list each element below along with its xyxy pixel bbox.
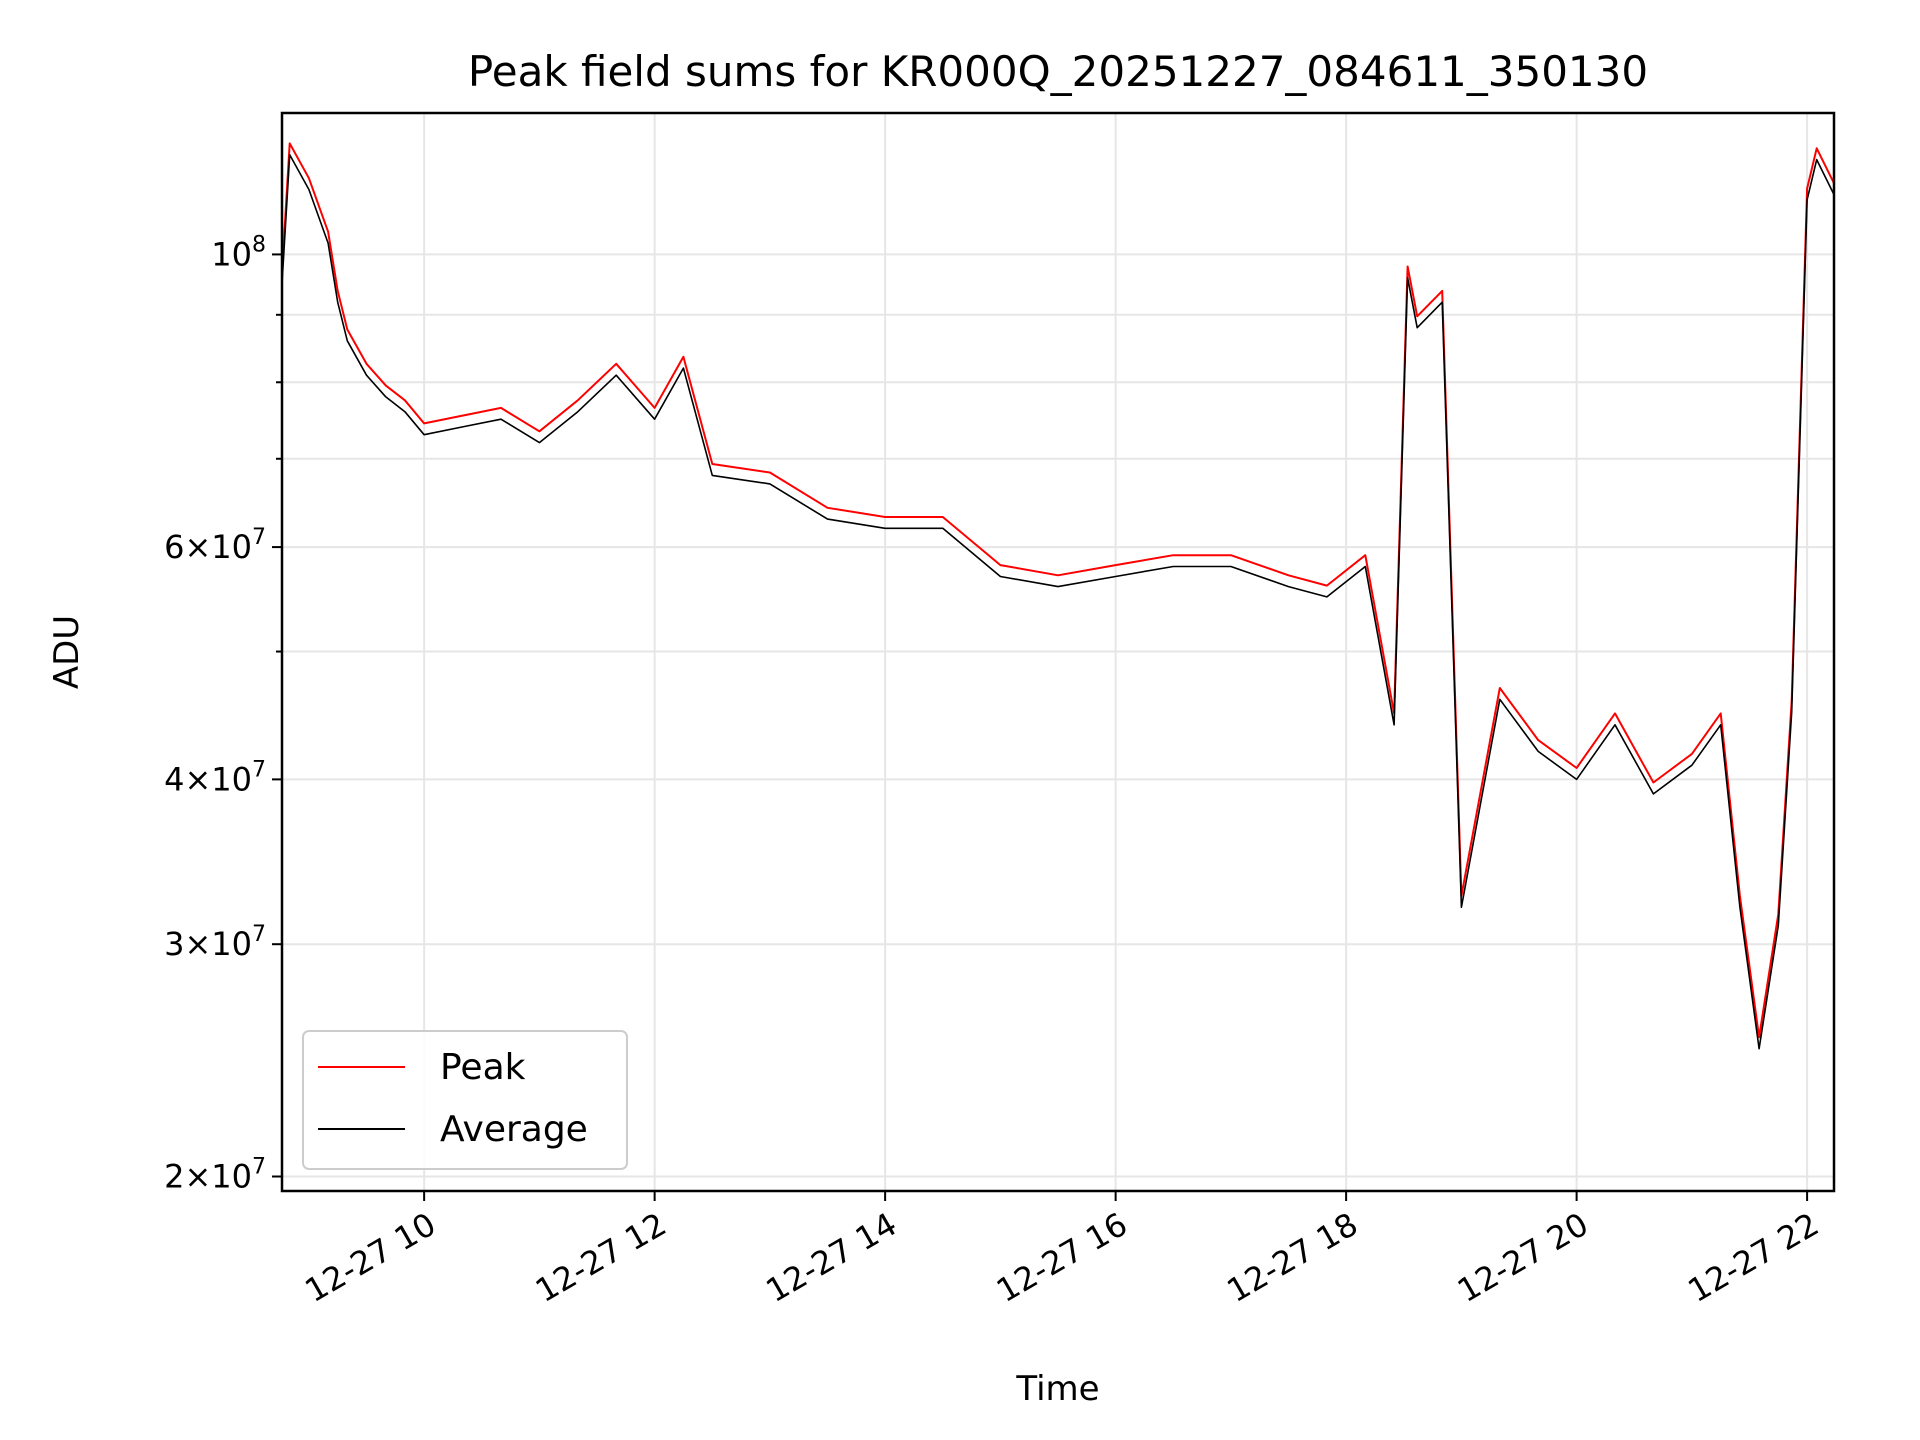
grid: [282, 113, 1834, 1191]
legend-frame: [302, 1030, 628, 1170]
legend-label-average: Average: [440, 1109, 588, 1150]
legend: Peak Average: [302, 1030, 628, 1170]
y-tick-label-3: 6×107: [164, 525, 266, 566]
chart-title: Peak field sums for KR000Q_20251227_0846…: [468, 47, 1648, 96]
y-tick-label-0: 2×107: [164, 1154, 266, 1195]
legend-label-peak: Peak: [440, 1047, 526, 1088]
series-line-average: [281, 154, 1835, 1050]
series-line-peak: [281, 142, 1835, 1039]
series-layer: [281, 142, 1835, 1050]
y-tick-label-1: 3×107: [164, 922, 266, 963]
y-tick-label-4: 108: [211, 232, 266, 273]
x-tick-label-0: 12-27 10: [299, 1205, 443, 1310]
x-tick-label-2: 12-27 14: [760, 1205, 904, 1310]
x-tick-label-4: 12-27 18: [1221, 1205, 1365, 1310]
y-axis-label: ADU: [47, 615, 87, 689]
x-tick-label-3: 12-27 16: [990, 1205, 1134, 1310]
x-tick-label-5: 12-27 20: [1451, 1205, 1595, 1310]
y-tick-label-2: 4×107: [164, 757, 266, 798]
x-tick-label-1: 12-27 12: [529, 1205, 673, 1310]
x-tick-label-6: 12-27 22: [1682, 1205, 1826, 1310]
x-axis-label: Time: [1015, 1369, 1099, 1409]
